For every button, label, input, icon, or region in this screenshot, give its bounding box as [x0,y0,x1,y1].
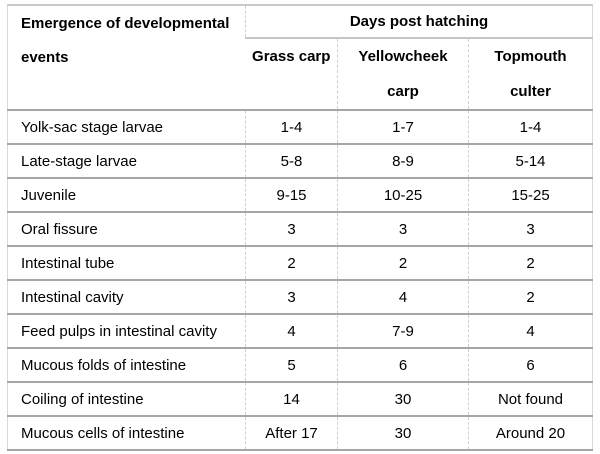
table-row: Mucous cells of intestine After 17 30 Aroun… [7,416,593,451]
table-row: Late-stage larvae 5-8 8-9 5-14 [7,144,593,179]
row-label: Mucous folds of intestine [7,348,246,383]
row-label: Oral fissure [7,212,246,247]
cell-value: 3 [245,212,338,247]
cell-value: 6 [468,348,593,383]
cell-value: 15-25 [468,178,593,213]
cell-value: 3 [337,212,469,247]
column-header-topmouth-culter: Topmouth culter [468,38,593,111]
table-row: Mucous folds of intestine 5 6 6 [7,348,593,383]
row-label: Yolk-sac stage larvae [7,110,246,145]
row-label: Intestinal cavity [7,280,246,315]
cell-value: 6 [337,348,469,383]
cell-value: 3 [468,212,593,247]
table-row: Intestinal cavity 3 4 2 [7,280,593,315]
cell-value: 1-4 [245,110,338,145]
cell-value: 5-14 [468,144,593,179]
table-row: Juvenile 9-15 10-25 15-25 [7,178,593,213]
cell-value: 2 [468,246,593,281]
table-row: Intestinal tube 2 2 2 [7,246,593,281]
column-header-label: Grass carp [252,48,331,65]
table-row: Oral fissure 3 3 3 [7,212,593,247]
cell-value: 2 [468,280,593,315]
cell-value: 2 [337,246,469,281]
row-label: Juvenile [7,178,246,213]
table-row: Yolk-sac stage larvae 1-4 1-7 1-4 [7,110,593,145]
cell-value: 4 [245,314,338,349]
cell-value: 1-4 [468,110,593,145]
cell-value: Not found [468,382,593,417]
header-row-group: Emergence of developmental events Days p… [7,4,593,111]
group-header-days-post-hatching: Days post hatching [245,4,593,39]
cell-value: Around 20 [468,416,593,451]
cell-value: 5 [245,348,338,383]
cell-value: 4 [468,314,593,349]
row-label: Late-stage larvae [7,144,246,179]
row-label: Mucous cells of intestine [7,416,246,451]
column-header-grass-carp: Grass carp [245,38,338,111]
row-label: Coiling of intestine [7,382,246,417]
cell-value: 3 [245,280,338,315]
cell-value: 7-9 [337,314,469,349]
table-body: Yolk-sac stage larvae 1-4 1-7 1-4 Late-stage… [7,110,593,451]
cell-value: 30 [337,416,469,451]
header-row-species: Grass carp Yellowcheek carp Topmouth cul… [8,38,593,111]
cell-value: 30 [337,382,469,417]
cell-value: 9-15 [245,178,338,213]
cell-value: 14 [245,382,338,417]
cell-value: 8-9 [337,144,469,179]
column-header-label: Yellowcheek carp [358,48,448,100]
cell-value: 4 [337,280,469,315]
row-label: Feed pulps in intestinal cavity [7,314,246,349]
cell-value: 5-8 [245,144,338,179]
developmental-events-table: Emergence of developmental events Days p… [7,4,593,451]
row-label: Intestinal tube [7,246,246,281]
column-header-label: Topmouth culter [494,48,567,100]
table-row: Feed pulps in intestinal cavity 4 7-9 4 [7,314,593,349]
table-row: Coiling of intestine 14 30 Not found [7,382,593,417]
cell-value: 1-7 [337,110,469,145]
cell-value: 10-25 [337,178,469,213]
cell-value: After 17 [245,416,338,451]
corner-header: Emergence of developmental events [7,4,246,111]
cell-value: 2 [245,246,338,281]
column-header-yellowcheek-carp: Yellowcheek carp [337,38,469,111]
